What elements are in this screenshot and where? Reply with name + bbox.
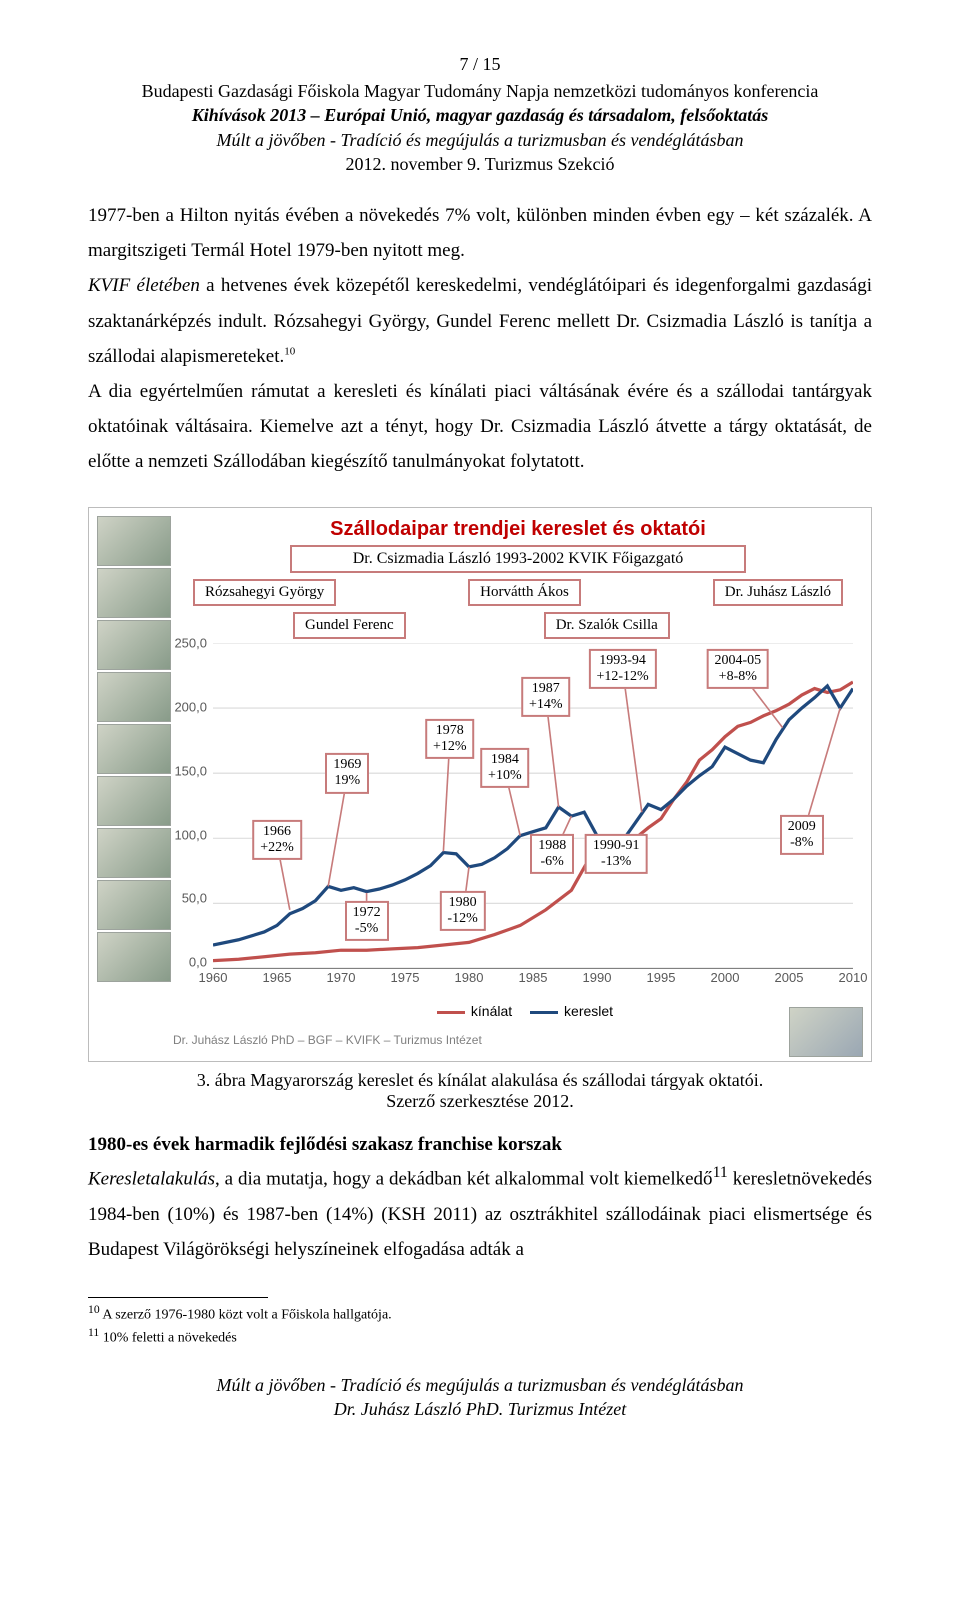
- chart-subtitle-box: Dr. Csizmadia László 1993-2002 KVIK Főig…: [290, 545, 746, 573]
- chart-panel: Szállodaipar trendjei kereslet és oktató…: [173, 516, 863, 1057]
- teacher-row-top: Rózsahegyi György Horvátth Ákos Dr. Juhá…: [173, 579, 863, 612]
- teacher-box: Horvátth Ákos: [468, 579, 581, 606]
- y-tick-label: 200,0: [173, 700, 207, 715]
- x-tick-label: 2010: [839, 970, 868, 985]
- header-line-4: 2012. november 9. Turizmus Szekció: [88, 152, 872, 176]
- section: 1980-es évek harmadik fejlődési szakasz …: [88, 1134, 872, 1267]
- footer-line-2: Dr. Juhász László PhD. Turizmus Intézet: [88, 1397, 872, 1421]
- thumbnail-icon: [97, 776, 171, 826]
- chart-annotation: 2009-8%: [780, 814, 824, 854]
- footnote-ref-10: 10: [284, 345, 295, 357]
- footnote-ref-11: 11: [713, 1164, 728, 1181]
- chart-annotation: 1993-94+12-12%: [588, 649, 656, 689]
- header-line-2: Kihívások 2013 – Európai Unió, magyar ga…: [88, 103, 872, 127]
- teacher-box: Dr. Juhász László: [713, 579, 843, 606]
- para-c: a hetvenes évek közepétől kereskedelmi, …: [88, 275, 872, 366]
- teacher-box: Rózsahegyi György: [193, 579, 336, 606]
- para-b: KVIF életében: [88, 275, 200, 296]
- thumbnail-icon: [97, 672, 171, 722]
- chart-annotation: 1988-6%: [530, 834, 574, 874]
- x-tick-label: 1995: [647, 970, 676, 985]
- y-tick-label: 250,0: [173, 636, 207, 651]
- x-tick-label: 1985: [519, 970, 548, 985]
- x-tick-label: 1990: [583, 970, 612, 985]
- thumbnail-icon: [97, 620, 171, 670]
- footnote-text: 10% feletti a növekedés: [99, 1331, 237, 1346]
- chart-legend: kínálat kereslet: [173, 1003, 863, 1019]
- chart-annotation: 1972-5%: [345, 901, 389, 941]
- x-tick-label: 2005: [775, 970, 804, 985]
- para-d: A dia egyértelműen rámutat a keresleti é…: [88, 381, 872, 472]
- para-a: 1977-ben a Hilton nyitás évében a növeke…: [88, 205, 872, 261]
- footnote-num: 11: [88, 1326, 99, 1339]
- caption-line-2: Szerző szerkesztése 2012.: [88, 1091, 872, 1112]
- section-text-a: , a dia mutatja, hogy a dekádban két alk…: [215, 1169, 713, 1190]
- chart-annotation: 1980-12%: [439, 891, 485, 931]
- chart-area: 0,050,0100,0150,0200,0250,01960196519701…: [213, 643, 853, 983]
- x-tick-label: 1975: [391, 970, 420, 985]
- figure: Szállodaipar trendjei kereslet és oktató…: [88, 507, 872, 1062]
- footnote-text: A szerző 1976-1980 közt volt a Főiskola …: [100, 1308, 392, 1323]
- chart-annotation: 1987+14%: [521, 677, 571, 717]
- figure-caption: 3. ábra Magyarország kereslet és kínálat…: [88, 1070, 872, 1112]
- footnote-rule: [88, 1297, 268, 1298]
- page: 7 / 15 Budapesti Gazdasági Főiskola Magy…: [0, 0, 960, 1485]
- x-tick-label: 1965: [263, 970, 292, 985]
- x-tick-label: 1960: [199, 970, 228, 985]
- chart-annotation: 1978+12%: [425, 719, 475, 759]
- legend-label-demand: kereslet: [564, 1003, 613, 1019]
- teacher-box: Dr. Szalók Csilla: [544, 612, 670, 639]
- header: Budapesti Gazdasági Főiskola Magyar Tudo…: [88, 79, 872, 176]
- thumbnail-icon: [97, 828, 171, 878]
- caption-line-1: 3. ábra Magyarország kereslet és kínálat…: [88, 1070, 872, 1091]
- chart-title: Szállodaipar trendjei kereslet és oktató…: [173, 518, 863, 541]
- body-paragraph: 1977-ben a Hilton nyitás évében a növeke…: [88, 198, 872, 479]
- y-tick-label: 100,0: [173, 827, 207, 842]
- page-number: 7 / 15: [88, 54, 872, 75]
- chart-annotation: 2004-05+8-8%: [706, 649, 769, 689]
- teacher-row-mid: Gundel Ferenc Dr. Szalók Csilla: [173, 612, 863, 639]
- y-tick-label: 50,0: [173, 891, 207, 906]
- chart-annotation: 1984+10%: [480, 748, 530, 788]
- footnote-num: 10: [88, 1303, 100, 1316]
- x-tick-label: 1970: [327, 970, 356, 985]
- chart-annotation: 1966+22%: [252, 820, 302, 860]
- legend-label-supply: kínálat: [471, 1003, 512, 1019]
- x-tick-label: 1980: [455, 970, 484, 985]
- thumbnail-icon: [97, 516, 171, 566]
- legend-swatch-demand: [530, 1011, 558, 1014]
- page-footer: Múlt a jövőben - Tradíció és megújulás a…: [88, 1373, 872, 1422]
- x-tick-label: 2000: [711, 970, 740, 985]
- y-tick-label: 0,0: [173, 955, 207, 970]
- thumbnail-icon: [97, 568, 171, 618]
- chart-annotation: 196919%: [325, 753, 369, 793]
- thumbnail-icon: [97, 932, 171, 982]
- header-line-1: Budapesti Gazdasági Főiskola Magyar Tudo…: [88, 79, 872, 103]
- footer-line-1: Múlt a jövőben - Tradíció és megújulás a…: [88, 1373, 872, 1397]
- teacher-box: Gundel Ferenc: [293, 612, 406, 639]
- section-heading: 1980-es évek harmadik fejlődési szakasz …: [88, 1134, 872, 1156]
- y-tick-label: 150,0: [173, 763, 207, 778]
- thumbnail-column: [97, 516, 173, 1057]
- thumbnail-icon: [789, 1007, 863, 1057]
- section-body: Keresletalakulás, a dia mutatja, hogy a …: [88, 1158, 872, 1267]
- legend-swatch-supply: [437, 1011, 465, 1014]
- thumbnail-icon: [97, 724, 171, 774]
- thumbnail-icon: [97, 880, 171, 930]
- chart-annotation: 1990-91-13%: [585, 834, 648, 874]
- header-line-3: Múlt a jövőben - Tradíció és megújulás a…: [88, 128, 872, 152]
- footnote-11: 11 10% feletti a növekedés: [88, 1325, 872, 1348]
- section-lead: Keresletalakulás: [88, 1169, 215, 1190]
- chart-credit: Dr. Juhász László PhD – BGF – KVIFK – Tu…: [173, 1033, 863, 1047]
- footnote-10: 10 A szerző 1976-1980 közt volt a Főisko…: [88, 1302, 872, 1325]
